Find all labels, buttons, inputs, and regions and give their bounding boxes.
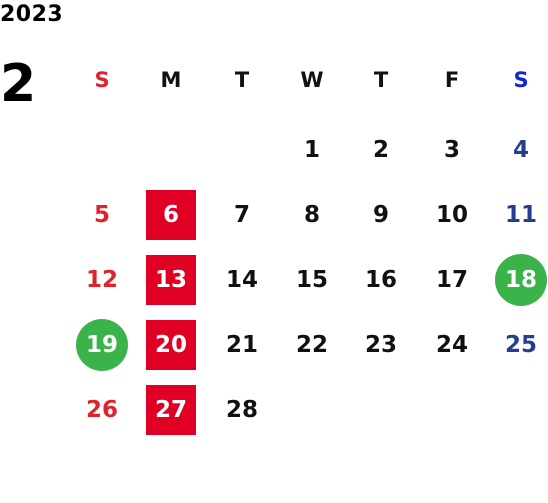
calendar-day-11[interactable]: 11 [504, 202, 537, 228]
calendar-day-27[interactable]: 27 [146, 385, 196, 435]
weekday-header-4: T [373, 68, 389, 92]
calendar-day-5[interactable]: 5 [93, 202, 110, 228]
calendar-day-16[interactable]: 16 [364, 267, 397, 293]
weekday-header-2: T [234, 68, 250, 92]
calendar-day-2[interactable]: 2 [372, 137, 389, 163]
calendar-day-28[interactable]: 28 [225, 397, 258, 423]
calendar-day-19[interactable]: 19 [76, 319, 128, 371]
calendar-day-21[interactable]: 21 [225, 332, 258, 358]
calendar-day-1[interactable]: 1 [303, 137, 320, 163]
calendar-day-4[interactable]: 4 [512, 137, 529, 163]
weekday-header-0: S [94, 68, 110, 92]
calendar-day-18[interactable]: 18 [495, 254, 547, 306]
calendar-day-13[interactable]: 13 [146, 255, 196, 305]
calendar-day-25[interactable]: 25 [504, 332, 537, 358]
calendar-day-10[interactable]: 10 [435, 202, 468, 228]
calendar-day-17[interactable]: 17 [435, 267, 468, 293]
calendar-day-8[interactable]: 8 [303, 202, 320, 228]
calendar-month: 2 [0, 54, 37, 114]
calendar-day-24[interactable]: 24 [435, 332, 468, 358]
weekday-header-1: M [160, 68, 182, 92]
weekday-header-6: S [513, 68, 529, 92]
calendar-day-3[interactable]: 3 [443, 137, 460, 163]
calendar-day-7[interactable]: 7 [233, 202, 250, 228]
calendar-day-6[interactable]: 6 [146, 190, 196, 240]
calendar-day-14[interactable]: 14 [225, 267, 258, 293]
weekday-header-3: W [300, 68, 324, 92]
calendar-day-12[interactable]: 12 [85, 267, 118, 293]
calendar-day-20[interactable]: 20 [146, 320, 196, 370]
calendar-day-22[interactable]: 22 [295, 332, 328, 358]
calendar-year: 2023 [0, 2, 64, 27]
calendar-day-15[interactable]: 15 [295, 267, 328, 293]
weekday-header-5: F [444, 68, 460, 92]
calendar-day-9[interactable]: 9 [372, 202, 389, 228]
calendar-day-23[interactable]: 23 [364, 332, 397, 358]
calendar-day-26[interactable]: 26 [85, 397, 118, 423]
